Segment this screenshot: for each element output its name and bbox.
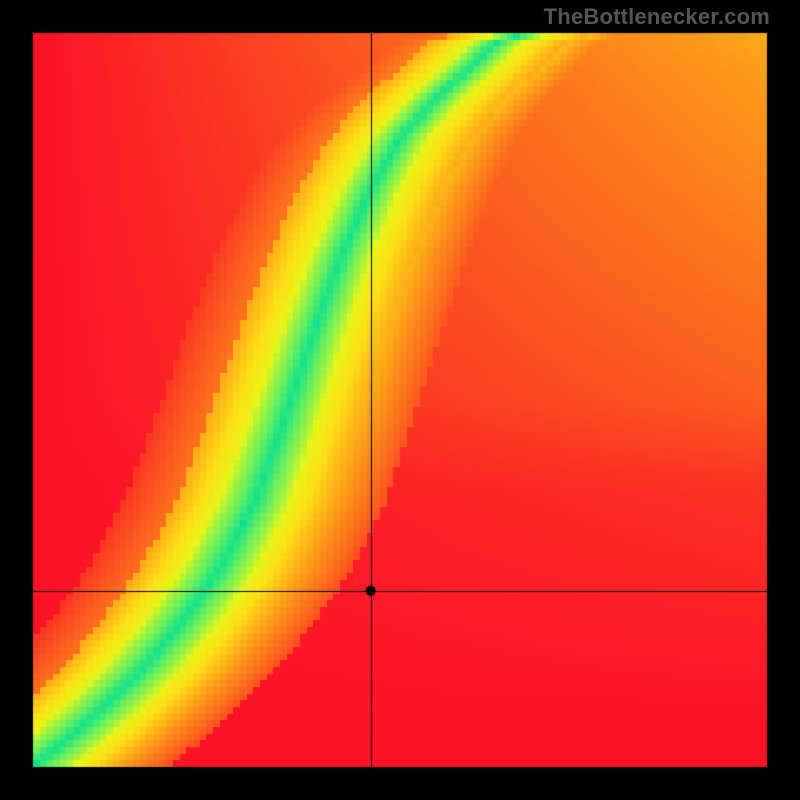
bottleneck-heatmap (0, 0, 800, 800)
chart-container: TheBottlenecker.com (0, 0, 800, 800)
watermark-text: TheBottlenecker.com (544, 4, 770, 30)
